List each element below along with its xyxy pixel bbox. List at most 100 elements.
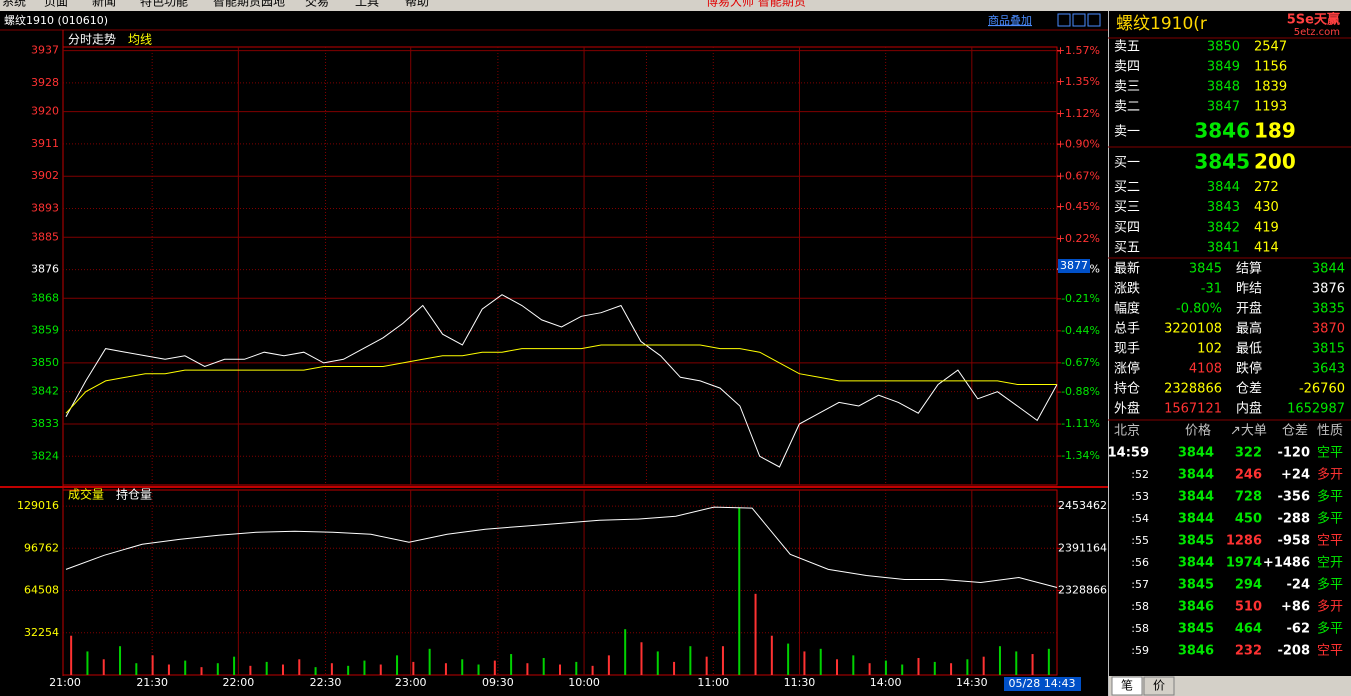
stat-label: 最高 — [1236, 321, 1262, 337]
trade-nature: 多平 — [1317, 621, 1343, 637]
stat-label: 结算 — [1236, 262, 1262, 277]
volume-bar — [477, 664, 480, 675]
stat-label: 外盘 — [1114, 401, 1140, 417]
trade-nature: 多开 — [1317, 599, 1343, 615]
volume-bar — [901, 664, 904, 675]
y-tick-label: 3937 — [31, 44, 59, 57]
x-tick-label: 09:30 — [482, 676, 514, 689]
trade-oi-change: +24 — [1281, 468, 1310, 483]
book-volume: 1839 — [1254, 80, 1287, 95]
volume-bar — [379, 664, 382, 675]
menu-item[interactable]: 页面 — [44, 0, 68, 9]
trade-oi-change: -958 — [1277, 534, 1310, 549]
x-tick-label: 23:00 — [395, 676, 427, 689]
trade-header: 北京 — [1114, 424, 1140, 439]
trade-oi-change: -356 — [1277, 490, 1310, 505]
y-tick-label: 3833 — [31, 417, 59, 430]
legend-label: 成交量 — [68, 487, 104, 502]
trade-volume: 294 — [1235, 578, 1262, 593]
stat-value: -26760 — [1299, 382, 1345, 397]
icon[interactable] — [1087, 13, 1101, 27]
icon[interactable] — [1072, 13, 1086, 27]
y2-tick-label: +1.35% — [1056, 75, 1100, 88]
volume-bar — [787, 643, 790, 675]
volume-bar — [933, 661, 936, 675]
volume-bar — [363, 660, 366, 675]
volume-bar — [656, 651, 659, 675]
y-tick-label: 3868 — [31, 291, 59, 304]
trade-oi-change: -62 — [1287, 622, 1311, 637]
menu-item[interactable]: 智能期货园地 — [213, 0, 285, 9]
stat-value: 1652987 — [1287, 402, 1345, 417]
trade-price: 3844 — [1178, 512, 1214, 527]
volume-bar — [1015, 651, 1018, 675]
volume-bar — [314, 667, 317, 675]
icon[interactable] — [1057, 13, 1071, 27]
trade-oi-change: +1486 — [1263, 556, 1310, 571]
menu-item[interactable]: 帮助 — [405, 0, 429, 9]
book-label: 卖二 — [1114, 100, 1140, 115]
open-interest-line — [65, 506, 1058, 588]
tab[interactable] — [1143, 676, 1175, 696]
volume-bar — [542, 657, 545, 675]
menu-item[interactable]: 工具 — [355, 0, 379, 9]
volume-bar — [86, 651, 89, 675]
volume-bar — [868, 663, 871, 675]
tab[interactable] — [1111, 676, 1143, 696]
book-price: 3845 — [1194, 150, 1250, 174]
trade-header: 性质 — [1317, 424, 1343, 439]
tab-label[interactable]: 笔 — [1121, 678, 1133, 693]
trade-nature: 空开 — [1317, 556, 1343, 571]
trade-header: ↗大单 — [1230, 424, 1267, 439]
volume-bar — [852, 655, 855, 675]
y-tick-label: 3850 — [31, 356, 59, 369]
trade-volume: 1286 — [1226, 534, 1262, 549]
volume-bar — [836, 659, 839, 675]
volume-bar — [559, 664, 561, 675]
volume-bar — [998, 646, 1001, 675]
menu-item[interactable]: 特色功能 — [140, 0, 188, 9]
overlay-link[interactable]: 商品叠加 — [988, 13, 1032, 27]
stat-value: -0.80% — [1176, 302, 1222, 317]
trade-time: 14:59 — [1108, 446, 1149, 461]
y-tick-label: 3824 — [31, 449, 59, 462]
book-volume: 1193 — [1254, 100, 1287, 115]
stat-value: 3835 — [1312, 302, 1345, 317]
book-price: 3847 — [1207, 100, 1240, 115]
menu-item[interactable]: 交易 — [305, 0, 329, 9]
menu-item[interactable]: 新闻 — [92, 0, 116, 9]
stat-label: 持仓 — [1114, 382, 1140, 397]
y-tick-label: 3885 — [31, 230, 59, 243]
volume-bar — [950, 663, 953, 675]
trade-price: 3845 — [1178, 534, 1214, 549]
logo: 5Se天赢 — [1287, 12, 1340, 28]
book-label: 卖三 — [1114, 80, 1140, 95]
stat-value: 3220108 — [1164, 322, 1222, 337]
trade-nature: 多平 — [1317, 489, 1343, 505]
trade-oi-change: -24 — [1287, 578, 1311, 593]
y2-tick-label: 2453462 — [1058, 499, 1107, 512]
menu-item[interactable]: 系统 — [2, 0, 26, 9]
stat-value: 3643 — [1312, 362, 1345, 377]
x-tick-label: 11:30 — [784, 676, 816, 689]
stat-value: 4108 — [1189, 362, 1222, 377]
volume-bar — [575, 661, 578, 675]
trade-price: 3844 — [1178, 556, 1214, 571]
volume-bar — [819, 648, 822, 675]
book-price: 3850 — [1207, 40, 1240, 55]
menu-bar — [0, 0, 1351, 11]
volume-bar — [754, 593, 757, 675]
book-volume: 430 — [1254, 200, 1279, 215]
trade-time: :58 — [1131, 622, 1149, 635]
volume-bar — [412, 661, 415, 675]
tab-label[interactable]: 价 — [1153, 679, 1165, 693]
trade-price: 3844 — [1178, 468, 1214, 483]
y2-tick-label: +0.90% — [1056, 137, 1100, 150]
volume-bar — [461, 659, 464, 675]
trade-oi-change: -208 — [1277, 644, 1310, 659]
y2-tick-label: 2391164 — [1058, 541, 1107, 554]
book-label: 买四 — [1114, 220, 1140, 235]
book-label: 卖一 — [1114, 125, 1140, 140]
volume-bar — [966, 659, 969, 675]
